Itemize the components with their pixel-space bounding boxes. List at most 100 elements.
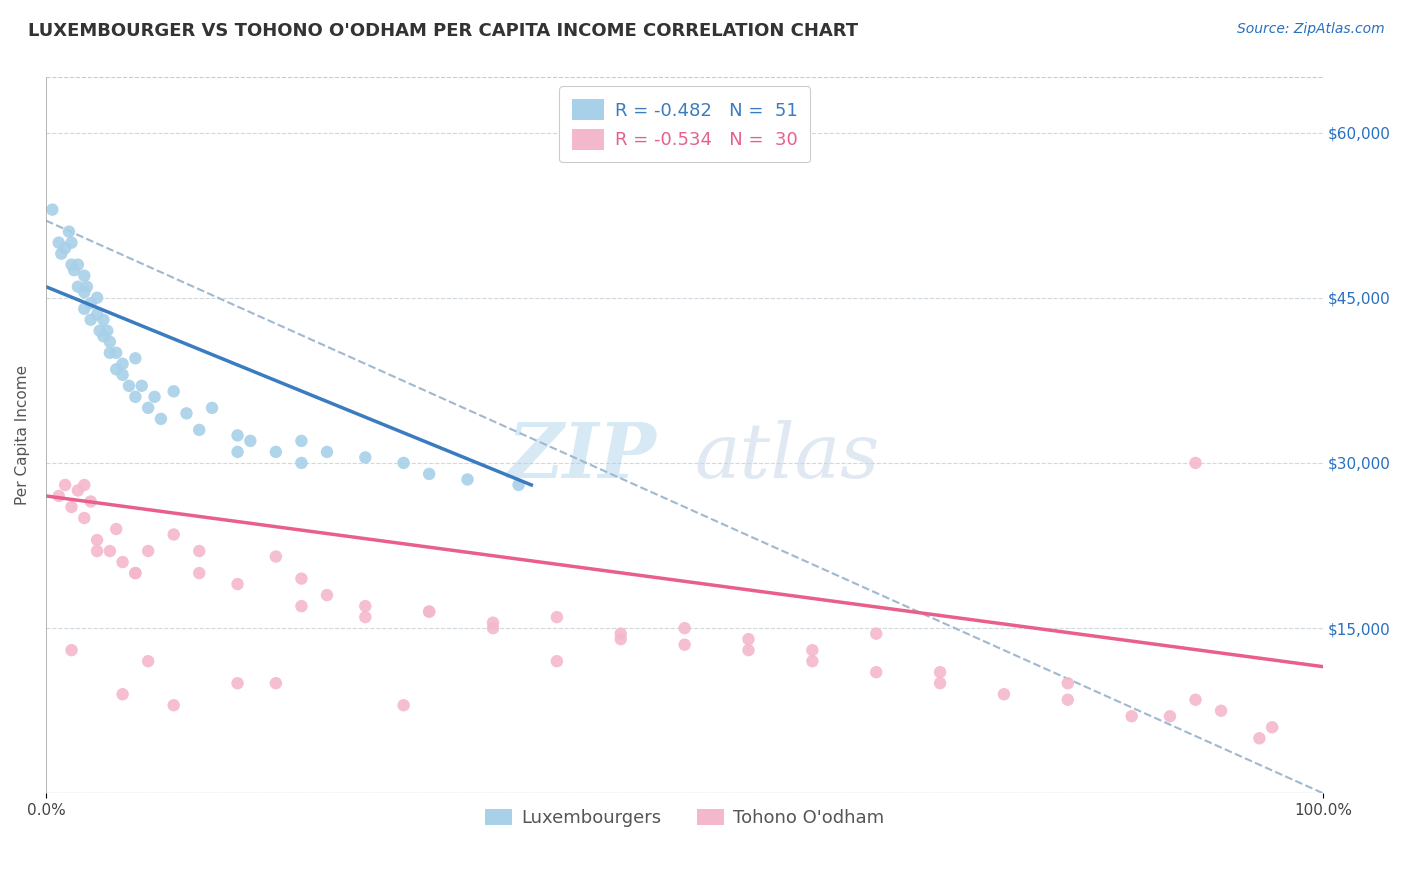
Point xyxy=(98,334,121,349)
Point xyxy=(188,544,211,558)
Point xyxy=(239,434,262,448)
Point xyxy=(226,428,249,442)
Point xyxy=(53,478,76,492)
Point xyxy=(60,500,83,514)
Point xyxy=(392,698,415,713)
Point xyxy=(865,626,887,640)
Point xyxy=(418,605,440,619)
Point xyxy=(60,235,83,250)
Point xyxy=(993,687,1015,701)
Point xyxy=(105,346,128,360)
Point xyxy=(60,258,83,272)
Point xyxy=(48,235,70,250)
Point xyxy=(163,527,186,541)
Point xyxy=(41,202,63,217)
Point xyxy=(418,605,440,619)
Point xyxy=(201,401,224,415)
Text: ZIP: ZIP xyxy=(508,420,657,494)
Point xyxy=(111,555,134,569)
Point xyxy=(105,522,128,536)
Point xyxy=(865,665,887,680)
Point xyxy=(1249,731,1271,746)
Point xyxy=(86,544,108,558)
Point xyxy=(546,610,568,624)
Point xyxy=(98,346,121,360)
Text: atlas: atlas xyxy=(695,420,880,494)
Point xyxy=(53,241,76,255)
Point xyxy=(58,225,80,239)
Point xyxy=(929,665,952,680)
Point xyxy=(66,483,89,498)
Point xyxy=(801,654,824,668)
Point xyxy=(456,473,478,487)
Point xyxy=(290,572,312,586)
Point xyxy=(66,279,89,293)
Point xyxy=(73,285,96,300)
Point xyxy=(264,549,287,564)
Point xyxy=(176,406,198,420)
Point xyxy=(73,301,96,316)
Point xyxy=(610,626,633,640)
Point xyxy=(86,533,108,547)
Point xyxy=(1261,720,1284,734)
Point xyxy=(93,312,115,326)
Point xyxy=(673,621,696,635)
Point xyxy=(226,676,249,690)
Point xyxy=(226,577,249,591)
Point xyxy=(73,268,96,283)
Point xyxy=(418,467,440,481)
Text: LUXEMBOURGER VS TOHONO O'ODHAM PER CAPITA INCOME CORRELATION CHART: LUXEMBOURGER VS TOHONO O'ODHAM PER CAPIT… xyxy=(28,22,858,40)
Point xyxy=(89,324,111,338)
Point xyxy=(482,615,505,630)
Point xyxy=(79,312,101,326)
Point xyxy=(1159,709,1181,723)
Point xyxy=(316,445,339,459)
Point xyxy=(111,368,134,382)
Point xyxy=(508,478,530,492)
Point xyxy=(60,643,83,657)
Point xyxy=(482,621,505,635)
Point xyxy=(1121,709,1143,723)
Point xyxy=(546,654,568,668)
Point xyxy=(188,423,211,437)
Point xyxy=(136,654,159,668)
Point xyxy=(79,494,101,508)
Point xyxy=(118,379,141,393)
Point xyxy=(143,390,166,404)
Point xyxy=(801,643,824,657)
Point xyxy=(673,638,696,652)
Point xyxy=(136,544,159,558)
Point xyxy=(63,263,86,277)
Point xyxy=(1209,704,1232,718)
Point xyxy=(1184,456,1206,470)
Y-axis label: Per Capita Income: Per Capita Income xyxy=(15,366,30,506)
Point xyxy=(111,687,134,701)
Point xyxy=(290,456,312,470)
Point xyxy=(264,676,287,690)
Point xyxy=(79,296,101,310)
Point xyxy=(1056,676,1078,690)
Point xyxy=(610,632,633,647)
Point xyxy=(105,362,128,376)
Point xyxy=(354,610,377,624)
Point xyxy=(136,401,159,415)
Point xyxy=(86,307,108,321)
Point xyxy=(354,599,377,613)
Point xyxy=(73,511,96,525)
Point xyxy=(290,599,312,613)
Point xyxy=(264,445,287,459)
Point xyxy=(66,258,89,272)
Point xyxy=(188,566,211,580)
Point xyxy=(163,698,186,713)
Point xyxy=(316,588,339,602)
Point xyxy=(1184,692,1206,706)
Legend: Luxembourgers, Tohono O'odham: Luxembourgers, Tohono O'odham xyxy=(478,802,891,834)
Point xyxy=(48,489,70,503)
Point xyxy=(737,643,759,657)
Point xyxy=(392,456,415,470)
Point xyxy=(111,357,134,371)
Point xyxy=(98,544,121,558)
Point xyxy=(96,324,118,338)
Point xyxy=(124,390,146,404)
Point xyxy=(124,566,146,580)
